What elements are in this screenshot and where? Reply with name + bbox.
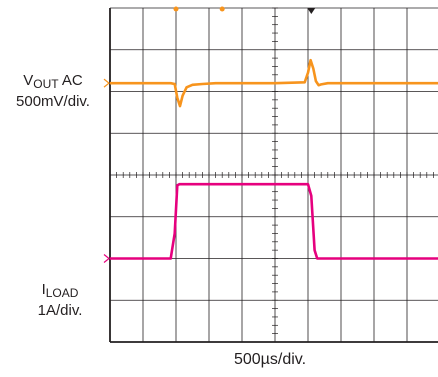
vout-scale: 500mV/div. xyxy=(16,93,90,110)
cursor-marker-2 xyxy=(219,6,225,12)
cursor-marker-1 xyxy=(173,6,179,12)
traces xyxy=(110,58,438,260)
iload-scale: 1A/div. xyxy=(37,302,83,319)
grid xyxy=(109,7,438,343)
markers xyxy=(103,6,316,263)
vout-name: VOUT AC xyxy=(23,72,83,91)
trace-iload xyxy=(110,182,438,260)
ground-marker-vout xyxy=(103,78,110,88)
vout-channel-label: VOUT AC 500mV/div. xyxy=(0,72,106,110)
trace-vout xyxy=(110,58,438,108)
ground-marker-iload xyxy=(103,254,110,263)
iload-name: ILOAD xyxy=(41,281,79,300)
iload-channel-label: ILOAD 1A/div. xyxy=(14,281,106,319)
timebase-label: 500µs/div. xyxy=(233,351,307,368)
trigger-marker xyxy=(307,8,316,14)
